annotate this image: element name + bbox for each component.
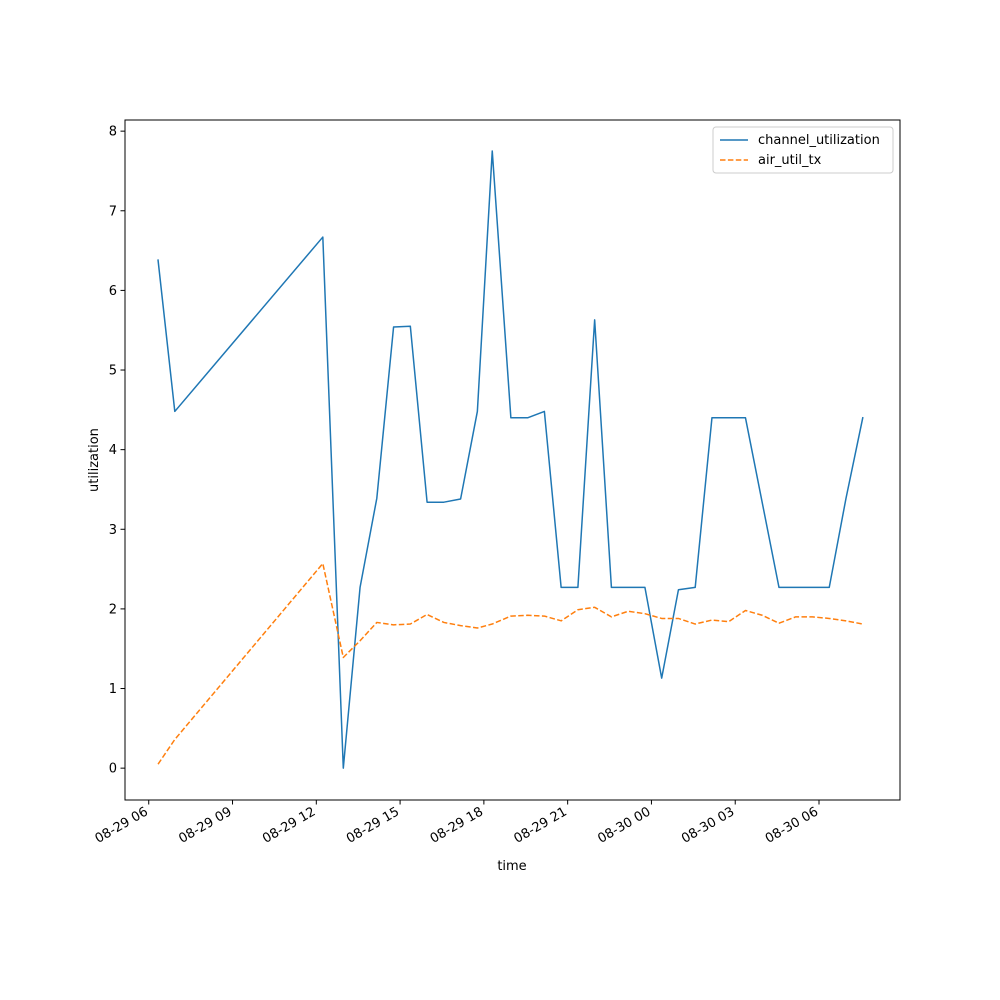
- plot-area: [125, 120, 900, 800]
- y-axis-ticks: 0 1 2 3 4 5 6 7 8: [109, 125, 125, 777]
- legend-label-air-util-tx: air_util_tx: [758, 153, 822, 168]
- plot-frame: [124, 119, 901, 801]
- y-tick-label: 0: [109, 762, 117, 777]
- y-tick-label: 8: [109, 125, 117, 140]
- legend-label-channel-utilization: channel_utilization: [758, 133, 880, 148]
- y-tick-label: 5: [109, 364, 117, 379]
- series-line-air-util-tx: [157, 562, 863, 765]
- y-axis-label: utilization: [87, 428, 102, 492]
- legend: channel_utilization air_util_tx: [712, 126, 894, 174]
- legend-box: [712, 126, 894, 174]
- x-axis-label: time: [497, 859, 526, 874]
- y-tick-label: 3: [109, 523, 117, 538]
- y-tick-label: 4: [109, 443, 117, 458]
- y-tick-label: 2: [109, 602, 117, 617]
- y-tick-label: 6: [109, 284, 117, 299]
- y-tick-label: 7: [109, 204, 117, 219]
- series-layer: [157, 150, 864, 769]
- series-line-channel-utilization: [157, 150, 864, 769]
- y-tick-label: 1: [109, 682, 117, 697]
